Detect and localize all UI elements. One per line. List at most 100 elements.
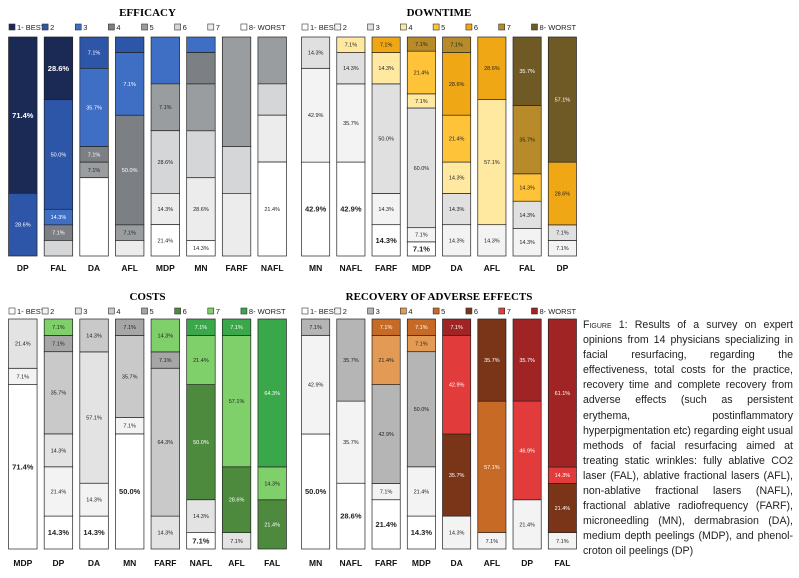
- legend-swatch: [301, 307, 309, 315]
- data-label: 7.1%: [123, 424, 136, 430]
- data-label: 50.0%: [122, 168, 138, 174]
- data-label: 71.4%: [12, 111, 34, 120]
- legend-label: 2: [343, 23, 347, 32]
- chart-efficacy: EFFICACY 1- BEST 2 3 4 5 6 7 8- WORST 71.4% 28.6% D…: [8, 7, 287, 273]
- data-label: 21.4%: [449, 137, 465, 143]
- data-label: 64.3%: [264, 391, 280, 397]
- legend-label: 6: [474, 23, 478, 32]
- bar-segment: [257, 114, 287, 163]
- data-label: 7.1%: [556, 539, 569, 545]
- category-label: FARF: [375, 263, 397, 273]
- data-label: 35.7%: [519, 69, 535, 75]
- data-label: 14.3%: [86, 333, 102, 339]
- data-label: 14.3%: [158, 530, 174, 536]
- data-label: 14.3%: [519, 213, 535, 219]
- legend-label: 2: [50, 23, 54, 32]
- legend-label: 5: [150, 23, 154, 32]
- data-label: 61.1%: [555, 391, 571, 397]
- legend-swatch: [174, 307, 181, 315]
- bar-segment: [371, 384, 401, 484]
- bar-segment: [442, 114, 472, 163]
- data-label: 28.6%: [555, 191, 571, 197]
- bar-segment: [257, 36, 287, 85]
- bar-segment: [512, 36, 542, 106]
- bar-segment: [150, 224, 180, 257]
- data-label: 21.4%: [414, 70, 430, 76]
- data-label: 14.3%: [86, 498, 102, 504]
- bar-segment: [442, 318, 472, 336]
- legend-label: 5: [441, 23, 445, 32]
- bar-segment: [8, 384, 38, 550]
- legend-label: 3: [83, 307, 87, 316]
- bar-segment: [79, 177, 109, 257]
- legend-label: 8- WORST: [249, 307, 286, 316]
- legend-swatch: [334, 23, 342, 31]
- legend-label: 7: [507, 23, 511, 32]
- bar-segment: [186, 130, 216, 179]
- data-label: 14.3%: [343, 66, 359, 72]
- data-label: 14.3%: [484, 238, 500, 244]
- data-label: 7.1%: [195, 325, 208, 331]
- legend-label: 4: [408, 23, 412, 32]
- bar-segment: [477, 224, 507, 257]
- caption-text: Results of a survey on expert opinions f…: [583, 319, 793, 558]
- data-label: 7.1%: [380, 43, 393, 49]
- bar-segment: [512, 318, 542, 402]
- category-label: MDP: [13, 558, 32, 568]
- legend-label: 1- BEST: [310, 23, 339, 32]
- category-label: MDP: [412, 263, 431, 273]
- data-label: 14.3%: [83, 528, 105, 537]
- data-label: 7.1%: [123, 325, 136, 331]
- legend-swatch: [74, 23, 82, 31]
- bar-segment: [371, 318, 401, 336]
- chart-title: DOWNTIME: [407, 7, 472, 19]
- chart-costs: COSTS 1- BEST 2 3 4 5 6 7 8- WORST 71.4% 7.1% 21.4%…: [8, 291, 287, 568]
- data-label: 35.7%: [343, 440, 359, 446]
- category-label: NAFL: [340, 263, 363, 273]
- category-label: FAL: [50, 263, 66, 273]
- category-label: NAFL: [261, 263, 284, 273]
- category-label: AFL: [484, 263, 501, 273]
- legend-label: 1- BEST: [17, 23, 46, 32]
- data-label: 7.1%: [413, 245, 430, 254]
- data-label: 64.3%: [158, 440, 174, 446]
- bar-segment: [186, 384, 216, 501]
- chart-title: EFFICACY: [119, 7, 176, 19]
- legend-label: 6: [183, 23, 187, 32]
- data-label: 7.1%: [159, 105, 172, 111]
- bar-segment: [406, 318, 436, 336]
- legend-swatch: [207, 23, 215, 31]
- bar-segment: [406, 515, 436, 550]
- category-label: FAL: [264, 558, 280, 568]
- data-label: 7.1%: [486, 539, 499, 545]
- bar-segment: [115, 334, 145, 418]
- data-label: 14.3%: [308, 51, 324, 57]
- bar-segment: [406, 36, 436, 52]
- data-label: 14.3%: [449, 238, 465, 244]
- bar-segment: [115, 52, 145, 116]
- category-label: FAL: [519, 263, 535, 273]
- data-label: 14.3%: [48, 528, 70, 537]
- data-label: 14.3%: [264, 481, 280, 487]
- bar-segment: [301, 67, 331, 163]
- chart-title: COSTS: [129, 291, 165, 303]
- bar-segment: [371, 334, 401, 385]
- legend-label: 7: [507, 307, 511, 316]
- data-label: 50.0%: [378, 137, 394, 143]
- legend-swatch: [465, 23, 473, 31]
- figure-caption: Figure 1: Results of a survey on expert …: [583, 318, 793, 560]
- bar-segment: [150, 367, 180, 517]
- legend-label: 6: [474, 307, 478, 316]
- legend-swatch: [108, 307, 115, 315]
- data-label: 7.1%: [52, 325, 65, 331]
- legend-label: 2: [50, 307, 54, 316]
- data-label: 7.1%: [415, 42, 428, 48]
- bar-segment: [43, 240, 74, 257]
- bar-segment: [257, 466, 287, 501]
- data-label: 35.7%: [449, 473, 465, 479]
- category-label: DA: [450, 263, 462, 273]
- data-label: 21.4%: [555, 506, 571, 512]
- category-label: DA: [450, 558, 462, 568]
- bar-segment: [115, 433, 145, 550]
- bar-segment: [221, 193, 252, 257]
